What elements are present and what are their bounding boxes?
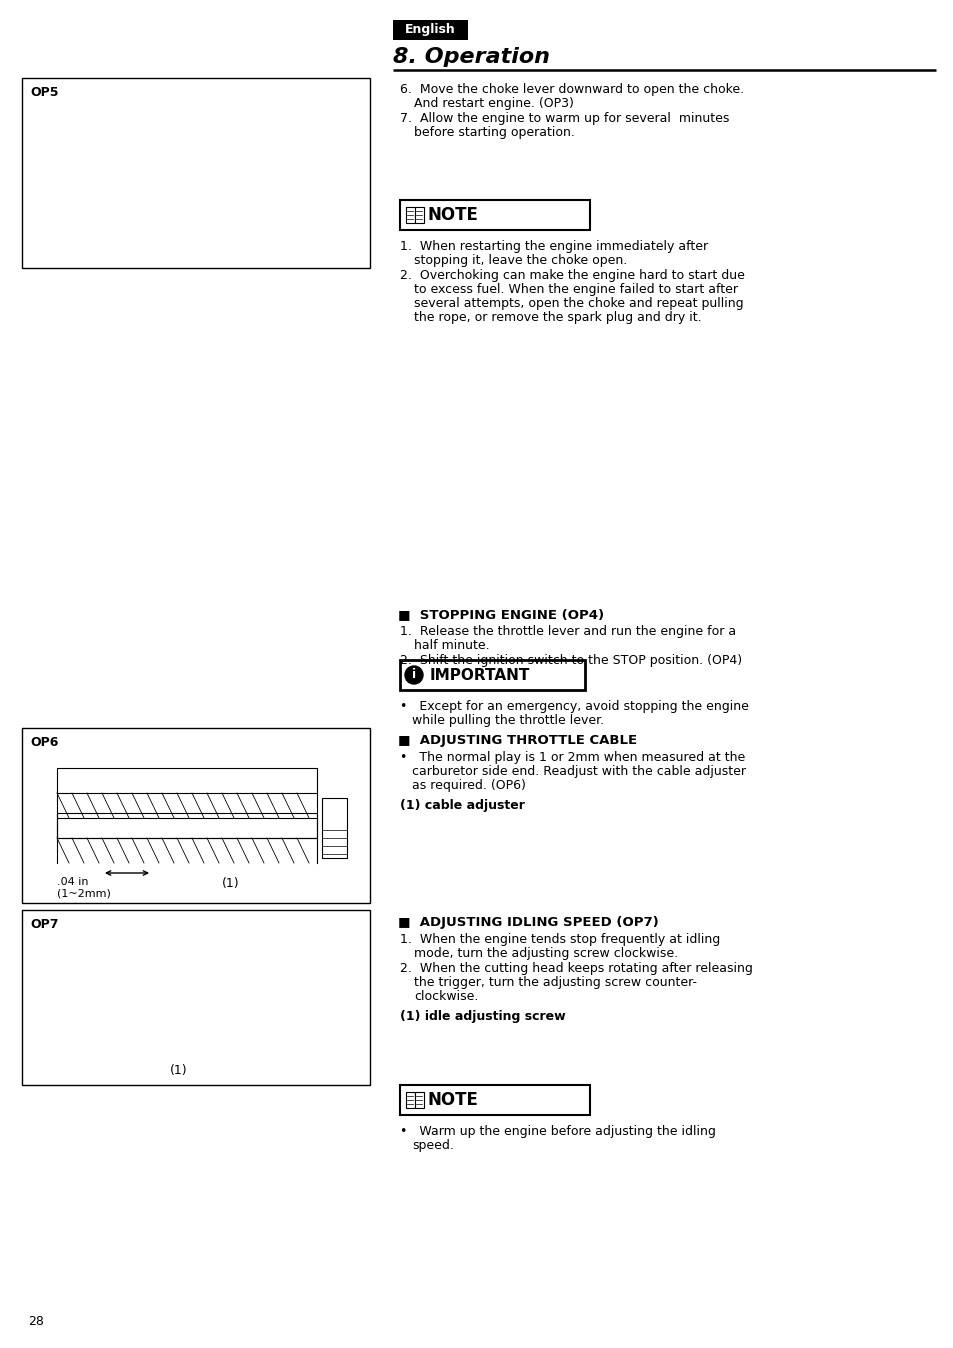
Text: the rope, or remove the spark plug and dry it.: the rope, or remove the spark plug and d… bbox=[414, 311, 700, 324]
Bar bbox=[57, 768, 316, 793]
Text: several attempts, open the choke and repeat pulling: several attempts, open the choke and rep… bbox=[414, 297, 742, 310]
Text: OP5: OP5 bbox=[30, 86, 58, 98]
Circle shape bbox=[405, 666, 422, 683]
Bar bbox=[57, 813, 316, 838]
Text: 2.  When the cutting head keeps rotating after releasing: 2. When the cutting head keeps rotating … bbox=[399, 962, 752, 975]
Bar bbox=[22, 728, 370, 903]
Text: 2.  Overchoking can make the engine hard to start due: 2. Overchoking can make the engine hard … bbox=[399, 270, 744, 282]
Text: .04 in: .04 in bbox=[57, 878, 89, 887]
Text: ■  ADJUSTING THROTTLE CABLE: ■ ADJUSTING THROTTLE CABLE bbox=[397, 735, 637, 747]
Text: while pulling the throttle lever.: while pulling the throttle lever. bbox=[412, 714, 603, 727]
Text: 6.  Move the choke lever downward to open the choke.: 6. Move the choke lever downward to open… bbox=[399, 84, 743, 96]
Bar bbox=[399, 1085, 589, 1115]
Text: 1.  When restarting the engine immediately after: 1. When restarting the engine immediatel… bbox=[399, 240, 707, 253]
Text: as required. (OP6): as required. (OP6) bbox=[412, 779, 525, 793]
Bar bbox=[22, 78, 370, 268]
Text: i: i bbox=[412, 669, 416, 682]
Text: speed.: speed. bbox=[412, 1139, 454, 1153]
Bar bbox=[406, 1092, 415, 1108]
Text: ■  STOPPING ENGINE (OP4): ■ STOPPING ENGINE (OP4) bbox=[397, 608, 603, 621]
Text: (1) idle adjusting screw: (1) idle adjusting screw bbox=[399, 1010, 565, 1023]
Text: 28: 28 bbox=[28, 1316, 44, 1328]
Text: And restart engine. (OP3): And restart engine. (OP3) bbox=[414, 97, 574, 111]
Text: OP7: OP7 bbox=[30, 918, 58, 931]
Text: to excess fuel. When the engine failed to start after: to excess fuel. When the engine failed t… bbox=[414, 283, 738, 297]
Bar bbox=[399, 200, 589, 231]
Text: stopping it, leave the choke open.: stopping it, leave the choke open. bbox=[414, 253, 626, 267]
Text: (1): (1) bbox=[222, 878, 239, 890]
Text: the trigger, turn the adjusting screw counter-: the trigger, turn the adjusting screw co… bbox=[414, 976, 697, 989]
Text: half minute.: half minute. bbox=[414, 639, 489, 652]
Text: 8. Operation: 8. Operation bbox=[393, 47, 550, 67]
Text: 1.  Release the throttle lever and run the engine for a: 1. Release the throttle lever and run th… bbox=[399, 625, 736, 638]
Bar bbox=[415, 208, 423, 222]
Text: ■  ADJUSTING IDLING SPEED (OP7): ■ ADJUSTING IDLING SPEED (OP7) bbox=[397, 917, 659, 929]
Text: 1.  When the engine tends stop frequently at idling: 1. When the engine tends stop frequently… bbox=[399, 933, 720, 946]
Text: 2.  Shift the ignition switch to the STOP position. (OP4): 2. Shift the ignition switch to the STOP… bbox=[399, 654, 741, 667]
Bar bbox=[22, 910, 370, 1085]
Text: before starting operation.: before starting operation. bbox=[414, 125, 575, 139]
Text: •   Warm up the engine before adjusting the idling: • Warm up the engine before adjusting th… bbox=[399, 1126, 715, 1138]
Bar bbox=[415, 1092, 423, 1108]
Text: (1~2mm): (1~2mm) bbox=[57, 888, 111, 898]
Text: (1) cable adjuster: (1) cable adjuster bbox=[399, 799, 524, 811]
Bar bbox=[406, 208, 415, 222]
Text: (1): (1) bbox=[170, 1064, 188, 1077]
Text: NOTE: NOTE bbox=[428, 206, 478, 224]
Text: mode, turn the adjusting screw clockwise.: mode, turn the adjusting screw clockwise… bbox=[414, 948, 678, 960]
Text: 7.  Allow the engine to warm up for several  minutes: 7. Allow the engine to warm up for sever… bbox=[399, 112, 729, 125]
Text: OP6: OP6 bbox=[30, 736, 58, 749]
Bar bbox=[322, 798, 347, 857]
Text: English: English bbox=[405, 23, 456, 36]
Text: clockwise.: clockwise. bbox=[414, 989, 477, 1003]
Text: carburetor side end. Readjust with the cable adjuster: carburetor side end. Readjust with the c… bbox=[412, 766, 745, 778]
Bar bbox=[399, 661, 584, 690]
Bar bbox=[393, 20, 468, 40]
Text: •   Except for an emergency, avoid stopping the engine: • Except for an emergency, avoid stoppin… bbox=[399, 700, 748, 713]
Text: •   The normal play is 1 or 2mm when measured at the: • The normal play is 1 or 2mm when measu… bbox=[399, 751, 744, 764]
Text: IMPORTANT: IMPORTANT bbox=[430, 667, 530, 682]
Text: NOTE: NOTE bbox=[428, 1091, 478, 1109]
